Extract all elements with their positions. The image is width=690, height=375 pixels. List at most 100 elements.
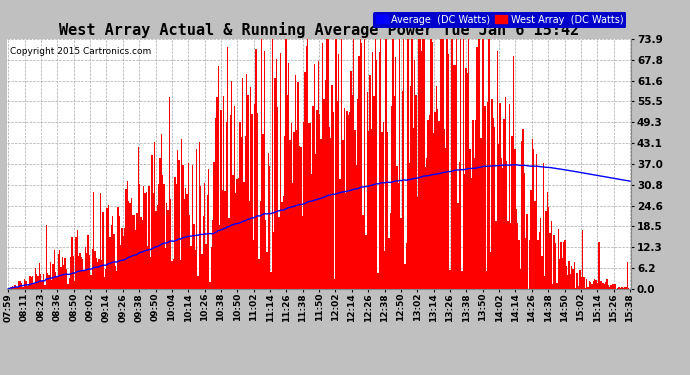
Bar — [228, 219, 230, 289]
Bar — [380, 39, 382, 289]
Bar — [62, 256, 63, 289]
Bar — [307, 39, 308, 289]
Bar — [464, 174, 466, 289]
Bar — [110, 225, 112, 289]
Bar — [426, 158, 428, 289]
Bar — [372, 51, 373, 289]
Title: West Array Actual & Running Average Power Tue Jan 6 15:42: West Array Actual & Running Average Powe… — [59, 22, 579, 38]
Bar — [196, 150, 197, 289]
Bar — [493, 118, 494, 289]
Bar — [587, 287, 589, 289]
Bar — [195, 250, 196, 289]
Bar — [234, 106, 235, 289]
Bar — [490, 252, 491, 289]
Bar — [539, 232, 540, 289]
Bar — [220, 110, 221, 289]
Bar — [335, 39, 337, 289]
Bar — [375, 39, 376, 289]
Bar — [415, 95, 417, 289]
Bar — [255, 49, 257, 289]
Bar — [33, 283, 34, 289]
Bar — [55, 272, 57, 289]
Bar — [379, 52, 380, 289]
Bar — [573, 269, 574, 289]
Bar — [601, 281, 602, 289]
Bar — [216, 98, 217, 289]
Bar — [542, 162, 544, 289]
Bar — [126, 189, 127, 289]
Bar — [358, 56, 359, 289]
Bar — [193, 224, 195, 289]
Bar — [20, 281, 21, 289]
Bar — [128, 201, 130, 289]
Bar — [57, 276, 58, 289]
Bar — [404, 264, 406, 289]
Bar — [82, 259, 83, 289]
Bar — [237, 178, 238, 289]
Bar — [206, 244, 207, 289]
Bar — [442, 39, 444, 289]
Bar — [188, 163, 189, 289]
Bar — [482, 39, 483, 289]
Bar — [334, 279, 335, 289]
Bar — [290, 123, 292, 289]
Bar — [28, 284, 29, 289]
Bar — [324, 80, 326, 289]
Bar — [357, 99, 358, 289]
Bar — [185, 188, 186, 289]
Bar — [526, 214, 528, 289]
Bar — [78, 256, 79, 289]
Bar — [393, 96, 395, 289]
Bar — [362, 216, 364, 289]
Bar — [95, 251, 96, 289]
Bar — [328, 127, 330, 289]
Bar — [184, 200, 185, 289]
Bar — [506, 161, 507, 289]
Bar — [213, 162, 215, 289]
Bar — [571, 266, 573, 289]
Bar — [551, 221, 552, 289]
Bar — [403, 39, 404, 289]
Bar — [175, 184, 177, 289]
Bar — [221, 190, 223, 289]
Bar — [333, 112, 334, 289]
Bar — [248, 201, 250, 289]
Bar — [92, 249, 93, 289]
Bar — [462, 271, 463, 289]
Bar — [181, 139, 182, 289]
Bar — [108, 206, 109, 289]
Bar — [30, 277, 32, 289]
Bar — [46, 225, 47, 289]
Bar — [560, 242, 562, 289]
Bar — [495, 220, 497, 289]
Bar — [276, 59, 277, 289]
Bar — [106, 208, 108, 289]
Bar — [52, 264, 54, 289]
Bar — [411, 39, 413, 289]
Bar — [212, 219, 213, 289]
Bar — [61, 267, 62, 289]
Bar — [158, 184, 159, 289]
Bar — [366, 92, 368, 289]
Bar — [207, 195, 208, 289]
Bar — [382, 132, 383, 289]
Bar — [304, 72, 306, 289]
Bar — [473, 158, 475, 289]
Bar — [574, 262, 575, 289]
Bar — [238, 178, 239, 289]
Bar — [16, 288, 17, 289]
Bar — [24, 279, 26, 289]
Bar — [359, 39, 361, 289]
Bar — [455, 66, 456, 289]
Bar — [83, 272, 85, 289]
Bar — [172, 259, 174, 289]
Bar — [452, 39, 453, 289]
Bar — [295, 75, 296, 289]
Bar — [71, 237, 72, 289]
Bar — [75, 237, 77, 289]
Bar — [593, 280, 594, 289]
Bar — [607, 279, 608, 289]
Bar — [570, 274, 571, 289]
Bar — [475, 120, 476, 289]
Bar — [170, 199, 172, 289]
